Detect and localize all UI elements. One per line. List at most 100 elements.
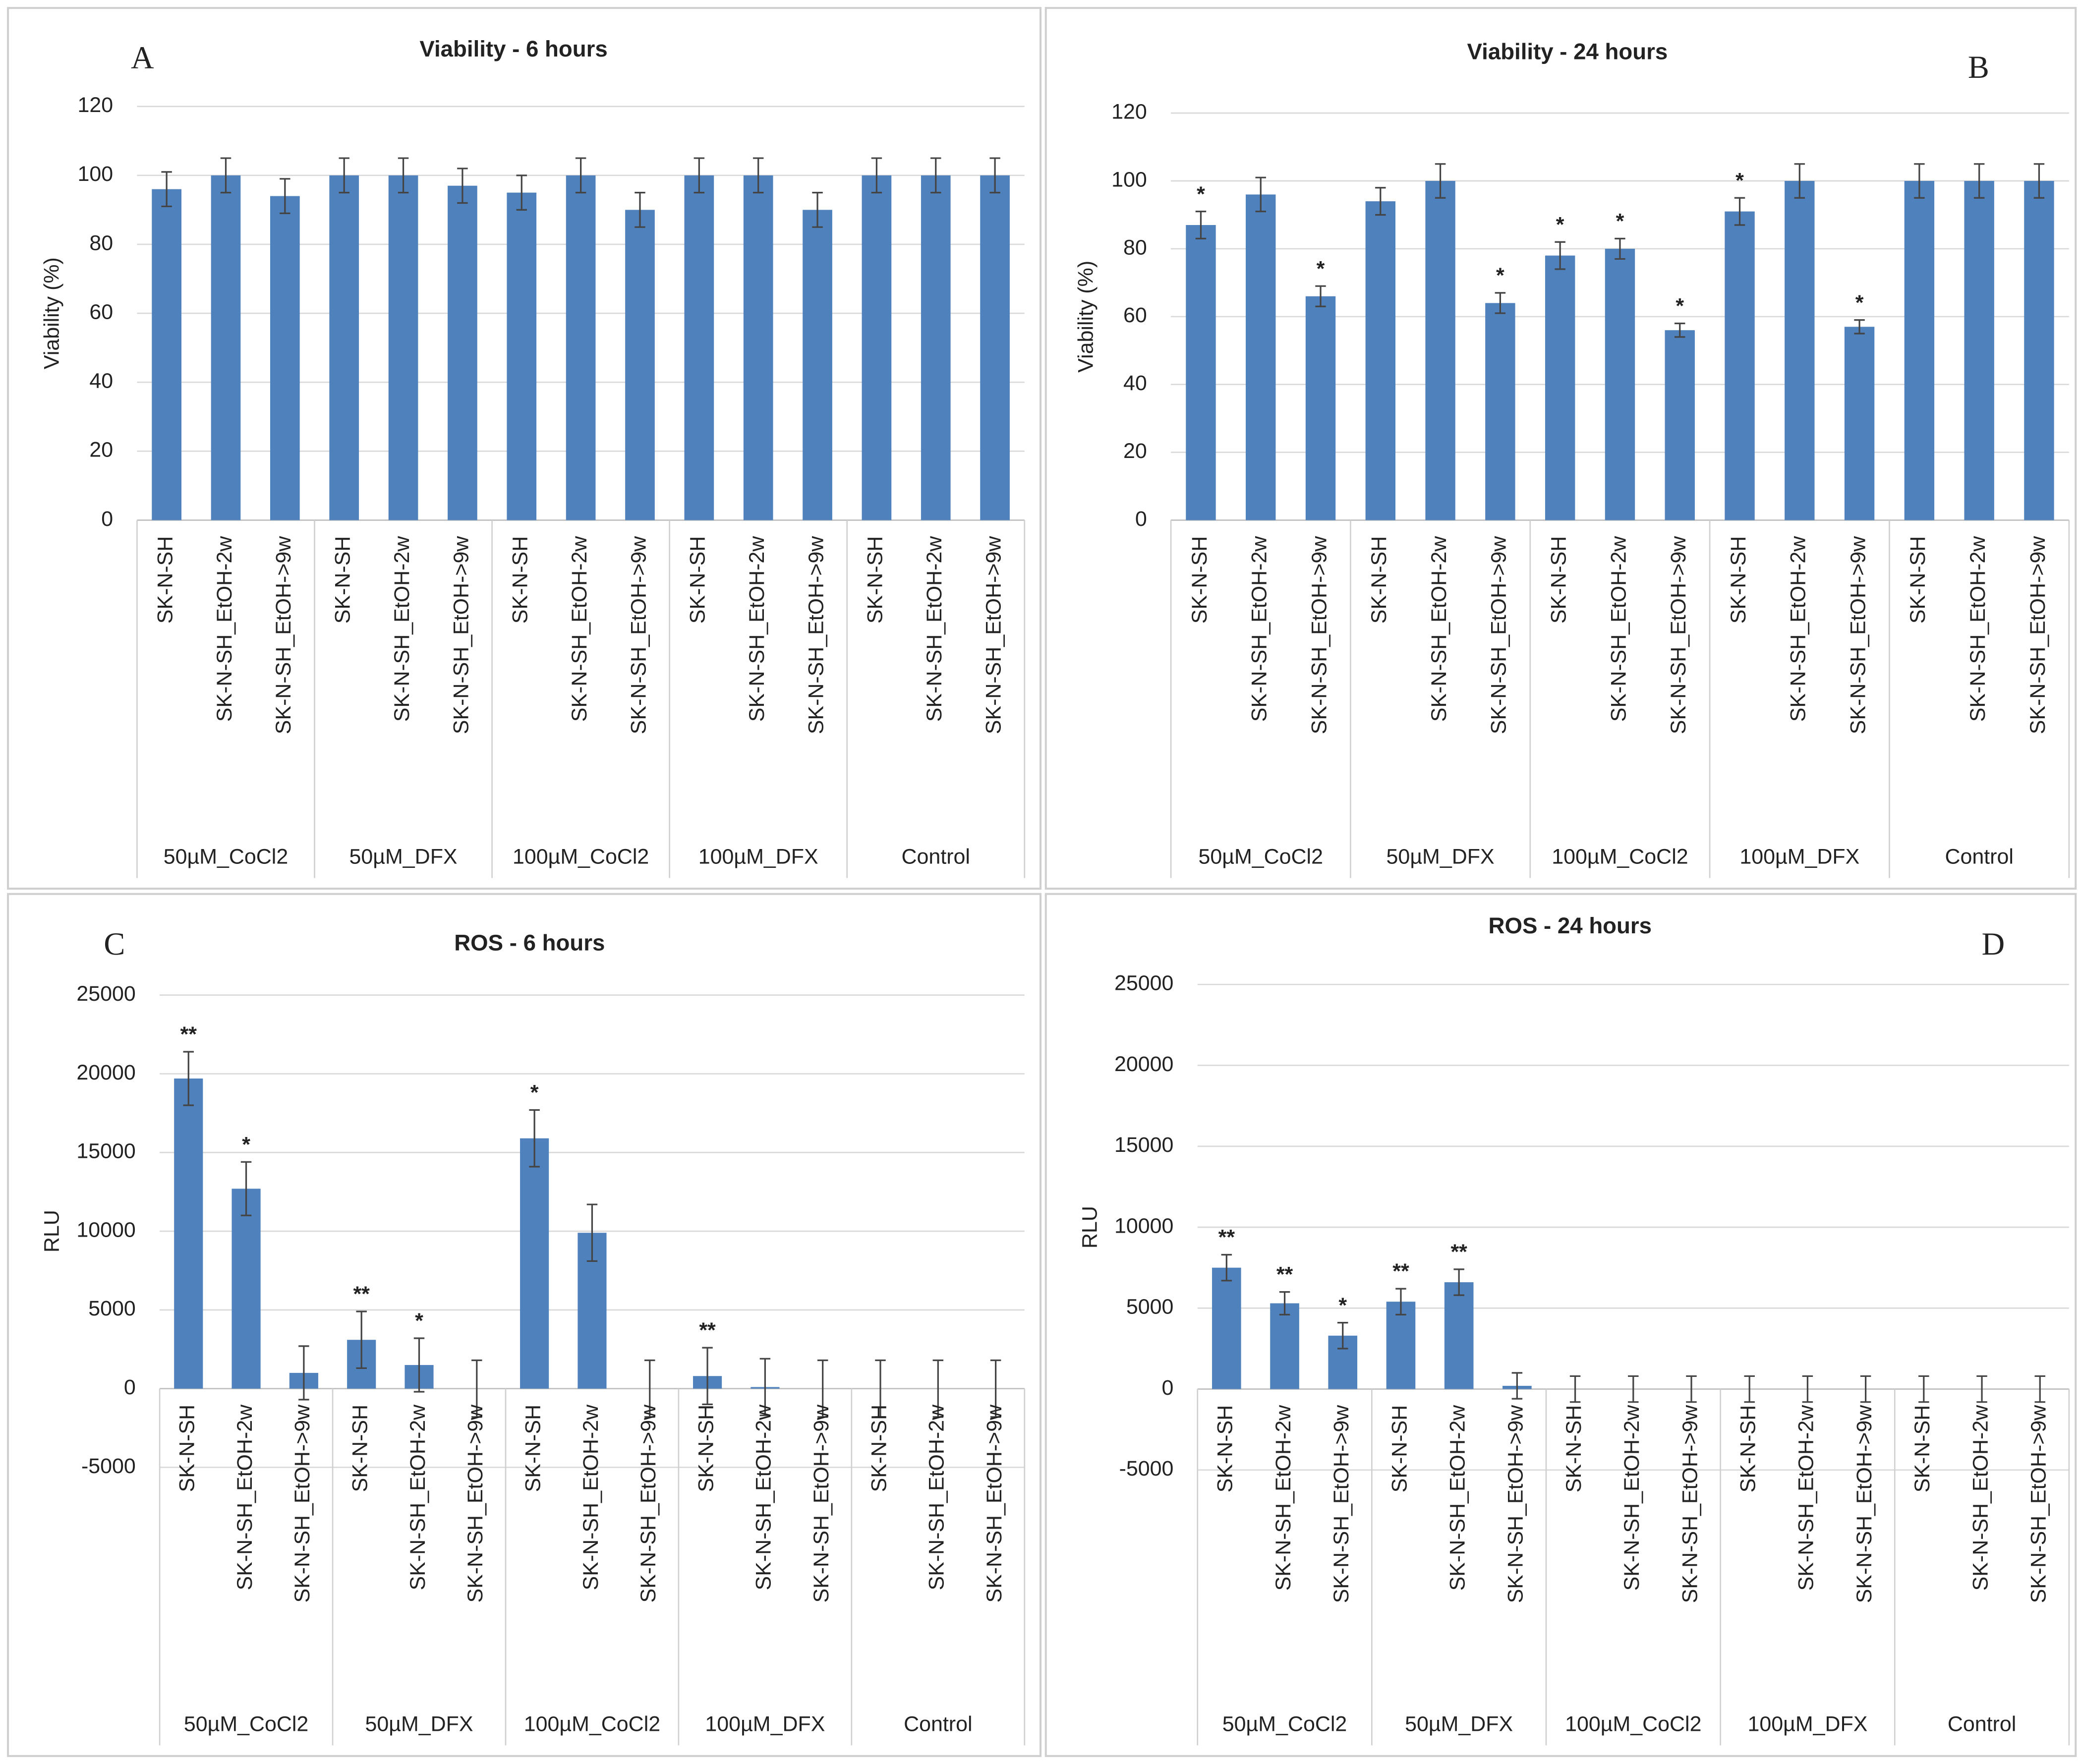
bar: [388, 175, 418, 520]
error-bar: [1744, 1375, 1755, 1403]
x-tick-label: SK-N-SH: [864, 536, 887, 624]
y-tick-label: 80: [89, 231, 113, 255]
y-tick-label: 40: [1123, 371, 1147, 395]
error-bar: [871, 157, 882, 194]
x-tick-label: SK-N-SH_EtOH-2w: [1787, 536, 1810, 722]
x-tick-label: SK-N-SH: [1188, 536, 1212, 624]
x-tick-label: SK-N-SH_EtOH-2w: [1620, 1405, 1644, 1591]
panel-letter: B: [1968, 50, 1989, 85]
y-tick-label: 20: [1123, 439, 1147, 463]
error-bar: [1615, 237, 1625, 260]
error-bar: [575, 157, 586, 194]
x-tick-label: SK-N-SH: [153, 536, 177, 624]
bar: [174, 1078, 203, 1389]
x-tick-label: SK-N-SH_EtOH-2w: [213, 536, 236, 722]
significance-label: *: [1197, 182, 1205, 206]
significance-label: *: [242, 1133, 250, 1156]
group-label: 100µM_DFX: [1739, 845, 1859, 869]
x-tick-label: SK-N-SH: [1727, 536, 1750, 624]
x-tick-label: SK-N-SH_EtOH-2w: [923, 536, 946, 722]
x-tick-label: SK-N-SH_EtOH->9w: [2027, 1405, 2051, 1603]
y-axis-label: Viability (%): [1074, 261, 1098, 373]
error-bar: [1569, 1375, 1581, 1403]
bar: [1485, 303, 1515, 520]
x-tick-label: SK-N-SH_EtOH-2w: [1427, 536, 1451, 722]
y-tick-label: 0: [124, 1375, 136, 1399]
bar: [329, 175, 359, 520]
x-tick-label: SK-N-SH_EtOH-2w: [1966, 536, 1990, 722]
x-tick-label: SK-N-SH: [521, 1405, 545, 1492]
error-bar: [280, 178, 290, 214]
bar: [1725, 211, 1755, 520]
bar: [625, 210, 655, 520]
error-bar: [1918, 1375, 1929, 1403]
panel-frame: [1044, 7, 2077, 890]
bar: [684, 175, 714, 520]
bar: [2024, 181, 2054, 520]
x-tick-label: SK-N-SH_EtOH-2w: [1272, 1405, 1295, 1591]
x-tick-label: SK-N-SH_EtOH->9w: [636, 1404, 660, 1603]
significance-label: **: [180, 1023, 197, 1046]
x-tick-label: SK-N-SH: [867, 1405, 891, 1492]
x-tick-label: SK-N-SH: [509, 536, 532, 624]
y-tick-label: 100: [1111, 168, 1147, 191]
error-bar: [1375, 187, 1386, 216]
error-bar: [1495, 292, 1506, 314]
error-bar: [1555, 241, 1565, 270]
y-tick-label: 25000: [76, 982, 135, 1006]
error-bar: [298, 1345, 309, 1401]
bar: [566, 175, 596, 520]
x-tick-label: SK-N-SH_EtOH->9w: [804, 536, 828, 735]
x-tick-label: SK-N-SH_EtOH->9w: [627, 536, 650, 735]
significance-label: *: [530, 1081, 539, 1105]
y-axis-label: Viability (%): [40, 257, 64, 369]
x-tick-label: SK-N-SH_EtOH-2w: [1968, 1405, 1992, 1591]
bar: [448, 185, 477, 520]
x-tick-label: SK-N-SH_EtOH-2w: [925, 1404, 949, 1591]
error-bar: [1195, 211, 1207, 239]
y-tick-label: 5000: [88, 1297, 136, 1320]
group-label: 100µM_DFX: [698, 845, 818, 869]
y-tick-label: 60: [1123, 303, 1147, 327]
x-tick-label: SK-N-SH_EtOH->9w: [1307, 536, 1331, 735]
error-bar: [1435, 163, 1446, 199]
y-tick-label: 10000: [76, 1218, 135, 1242]
error-bar: [1395, 1288, 1406, 1315]
error-bar: [752, 157, 764, 194]
y-tick-label: 5000: [1126, 1295, 1174, 1319]
group-label: 50µM_DFX: [349, 845, 458, 869]
x-tick-label: SK-N-SH_EtOH-2w: [745, 536, 769, 722]
x-tick-label: SK-N-SH_EtOH-2w: [233, 1404, 257, 1591]
error-bar: [1973, 163, 1985, 199]
bar: [1964, 181, 1994, 520]
error-bar: [694, 157, 705, 194]
bar: [270, 196, 300, 520]
bar: [1904, 181, 1935, 520]
error-bar: [1860, 1375, 1871, 1403]
bar: [1545, 255, 1575, 520]
panel-frame: [7, 7, 1042, 890]
x-tick-label: SK-N-SH_EtOH-2w: [752, 1404, 776, 1591]
error-bar: [2034, 1375, 2045, 1403]
error-bar: [471, 1359, 482, 1418]
y-tick-label: 0: [1162, 1376, 1174, 1400]
chart-title: Viability - 24 hours: [1467, 39, 1668, 64]
error-bar: [220, 157, 231, 194]
x-tick-label: SK-N-SH_EtOH->9w: [272, 536, 295, 735]
bar: [1785, 181, 1815, 520]
bar: [1665, 330, 1695, 520]
y-axis-label: RLU: [1078, 1206, 1101, 1249]
significance-label: *: [1676, 294, 1684, 318]
y-tick-label: 0: [1135, 507, 1147, 531]
error-bar: [1686, 1375, 1697, 1403]
bar: [1305, 296, 1336, 520]
x-tick-label: SK-N-SH: [1547, 536, 1571, 624]
x-tick-label: SK-N-SH_EtOH->9w: [809, 1404, 833, 1603]
y-tick-label: -5000: [81, 1454, 136, 1478]
error-bar: [413, 1337, 425, 1393]
group-label: 50µM_CoCl2: [164, 845, 288, 869]
panel-letter: C: [104, 926, 125, 962]
panel-letter: D: [1982, 926, 2005, 962]
y-axis-label: RLU: [40, 1210, 64, 1252]
y-tick-label: 20000: [1114, 1052, 1173, 1076]
